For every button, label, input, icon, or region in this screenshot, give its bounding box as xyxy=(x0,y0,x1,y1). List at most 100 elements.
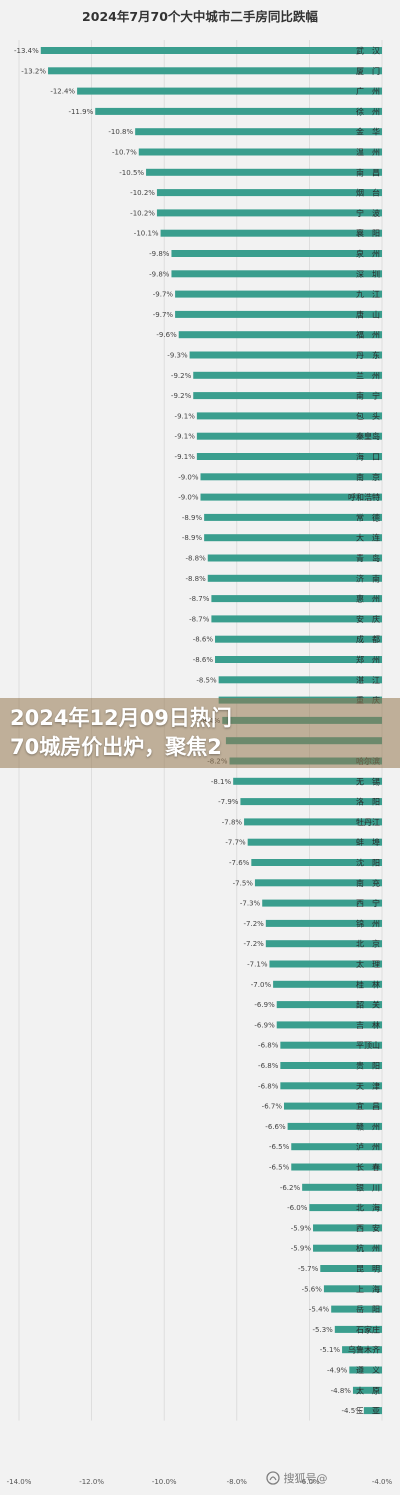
chart-title: 2024年7月70个大中城市二手房同比跌幅 xyxy=(82,9,318,24)
value-label: -6.2% xyxy=(280,1184,301,1192)
category-label: 泸 州 xyxy=(356,1142,380,1152)
bar xyxy=(171,250,382,257)
category-label: 太 理 xyxy=(356,959,380,969)
watermark: 搜狐号@ xyxy=(266,1470,396,1490)
value-label: -7.0% xyxy=(251,981,272,989)
bar xyxy=(240,798,382,806)
value-label: -9.0% xyxy=(178,494,199,502)
value-label: -8.9% xyxy=(182,514,203,522)
x-tick-label: -10.0% xyxy=(152,1478,177,1486)
bar xyxy=(175,290,382,298)
x-axis-ticks: -14.0% -12.0% -10.0% -8.0% -6.0% -4.0% xyxy=(7,1478,393,1486)
value-label: -8.9% xyxy=(182,534,203,542)
bar xyxy=(251,859,382,866)
bar xyxy=(276,1021,382,1029)
value-label: -9.2% xyxy=(171,392,192,400)
value-label: -10.7% xyxy=(112,149,137,157)
bar xyxy=(171,270,382,278)
bar xyxy=(269,960,382,968)
value-label: -7.7% xyxy=(225,839,246,847)
bar xyxy=(280,1082,382,1090)
category-label: 太 原 xyxy=(356,1385,380,1395)
category-label: 青 岛 xyxy=(356,553,380,563)
category-label: 无 锡 xyxy=(356,777,380,786)
bar xyxy=(207,574,382,582)
category-label: 唐 山 xyxy=(356,309,380,319)
bar xyxy=(320,1265,382,1272)
category-label: 沈 阳 xyxy=(356,858,380,868)
value-label: -5.6% xyxy=(302,1285,323,1293)
value-label: -5.7% xyxy=(298,1265,319,1273)
value-label: -10.5% xyxy=(119,169,144,177)
category-label: 济 南 xyxy=(356,573,380,583)
category-label: 兰 州 xyxy=(356,370,380,380)
value-label: -5.9% xyxy=(291,1245,312,1253)
x-tick-label: -14.0% xyxy=(7,1478,32,1486)
category-label: 上 海 xyxy=(356,1284,380,1294)
value-label: -8.6% xyxy=(193,636,214,644)
value-label: -6.9% xyxy=(254,1021,275,1029)
value-label: -8.5% xyxy=(196,676,217,684)
bar xyxy=(156,189,382,197)
value-label: -7.8% xyxy=(222,818,243,826)
headline-overlay: 2024年12月09日热门 70城房价出炉，聚焦2 xyxy=(0,698,400,768)
bar xyxy=(196,412,382,420)
bar xyxy=(160,229,382,237)
value-label: -6.5% xyxy=(269,1143,290,1151)
value-label: -9.2% xyxy=(171,372,192,380)
bar xyxy=(193,371,382,379)
value-label: -9.7% xyxy=(153,311,174,319)
bar xyxy=(309,1204,382,1212)
bar xyxy=(146,168,382,176)
value-label: -4.9% xyxy=(327,1367,348,1375)
category-label: 襄 阳 xyxy=(356,228,380,238)
category-label: 深 圳 xyxy=(356,269,380,279)
category-label: 西 宁 xyxy=(356,898,380,908)
value-label: -6.9% xyxy=(254,1001,275,1009)
bar xyxy=(233,777,382,785)
bar xyxy=(77,87,382,95)
value-label: -7.2% xyxy=(244,940,265,948)
category-label: 北 京 xyxy=(356,939,380,949)
category-label: 宁 波 xyxy=(356,208,380,218)
bar xyxy=(207,554,382,562)
bar xyxy=(283,1102,382,1110)
category-label: 昆 明 xyxy=(356,1265,380,1274)
bar xyxy=(280,1062,382,1069)
category-label: 武 汉 xyxy=(356,46,380,56)
value-label: -6.5% xyxy=(269,1164,290,1172)
value-label: -8.7% xyxy=(189,615,210,623)
bar xyxy=(138,148,382,156)
value-label: -9.6% xyxy=(156,331,177,339)
value-label: -9.8% xyxy=(149,270,170,278)
value-label: -7.2% xyxy=(244,920,265,928)
category-label: 赣 州 xyxy=(356,1121,380,1131)
category-label: 烟 台 xyxy=(356,188,380,198)
value-label: -10.2% xyxy=(130,209,155,217)
bar xyxy=(287,1122,382,1130)
headline-line-2: 70城房价出炉，聚焦2 xyxy=(10,735,222,759)
bar xyxy=(280,1041,382,1049)
bar xyxy=(175,310,382,318)
value-label: -7.6% xyxy=(229,859,250,867)
category-label: 西 安 xyxy=(356,1223,380,1233)
value-label: -10.1% xyxy=(134,230,159,238)
category-label: 南 宁 xyxy=(356,391,380,401)
category-label: 岳 阳 xyxy=(356,1304,380,1314)
value-label: -9.0% xyxy=(178,473,199,481)
value-label: -5.3% xyxy=(312,1326,333,1334)
bar xyxy=(363,1407,382,1415)
value-label: -6.8% xyxy=(258,1042,279,1050)
bar xyxy=(244,818,382,826)
category-label: 徐 州 xyxy=(356,106,380,116)
category-labels: 武 汉厦 门广 州徐 州金 华温 州南 昌烟 台宁 波襄 阳泉 州深 圳九 江唐… xyxy=(348,46,380,1416)
bar xyxy=(349,1366,382,1374)
value-label: -4.5% xyxy=(342,1407,363,1415)
category-label: 郑 州 xyxy=(356,655,380,665)
bar xyxy=(291,1163,382,1171)
bar xyxy=(273,980,382,988)
value-label: -4.8% xyxy=(331,1387,352,1395)
category-label: 天 津 xyxy=(356,1081,380,1091)
category-label: 秦皇岛 xyxy=(356,431,380,441)
